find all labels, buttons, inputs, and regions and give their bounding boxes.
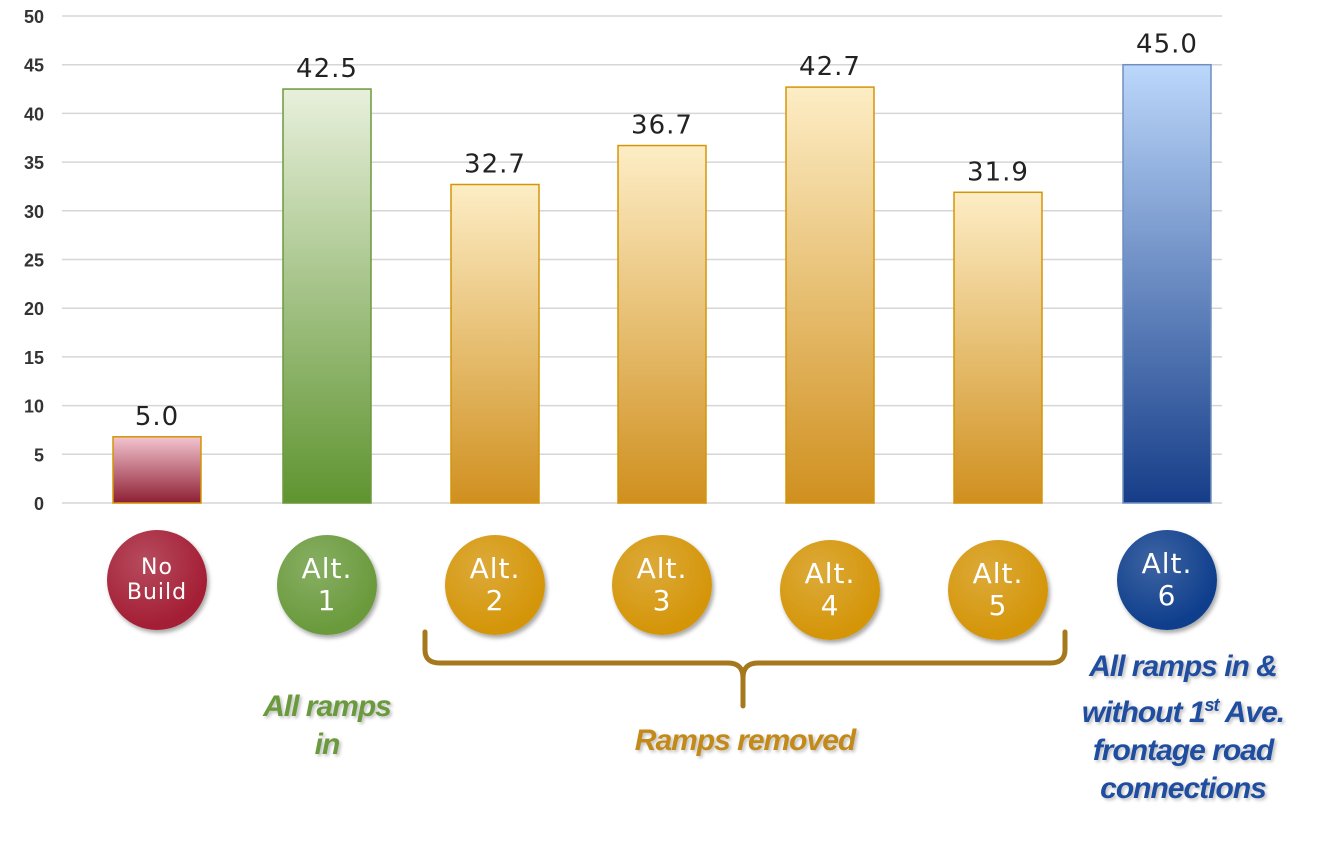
- alt6-annotation-line4: connections: [1100, 772, 1267, 805]
- data-label: 5.0: [135, 402, 179, 432]
- y-tick-label: 50: [24, 7, 44, 27]
- data-label: 42.5: [296, 54, 358, 84]
- bar-alt-6: [1122, 63, 1212, 504]
- data-label: 42.7: [799, 52, 861, 82]
- alt6-annotation-line1: All ramps in &: [1089, 650, 1278, 683]
- category-badge: No Build: [107, 530, 207, 630]
- y-tick-label: 40: [24, 104, 44, 124]
- bar-alt-4: [785, 86, 875, 504]
- ramps-removed-annotation: Ramps removed: [560, 722, 930, 760]
- data-labels: 5.0 42.5 32.7 36.7 42.7 31.9 45.0: [135, 30, 1198, 432]
- alt6-line2-post: Ave.: [1218, 696, 1285, 729]
- category-badge-line1: Alt.: [469, 551, 521, 585]
- category-badge-line1: Alt.: [1141, 546, 1193, 580]
- category-badge: Alt. 1: [277, 535, 377, 635]
- category-badge-line2: Build: [126, 580, 188, 605]
- y-tick-label: 0: [34, 494, 44, 514]
- category-badge-line1: Alt.: [301, 551, 353, 585]
- category-badge-line2: 4: [820, 589, 840, 622]
- category-badge-line2: 5: [988, 589, 1008, 622]
- category-badge-line2: 2: [485, 584, 505, 617]
- alt6-line2-sup: st: [1204, 695, 1220, 715]
- y-tick-label: 30: [24, 202, 44, 222]
- category-badge: Alt. 3: [612, 535, 712, 635]
- y-tick-label: 25: [24, 251, 44, 271]
- category-badge-line2: 1: [317, 584, 337, 617]
- data-label: 36.7: [631, 111, 693, 141]
- y-axis-tick-labels: 0 5 10 15 20 25 30 35 40 45 50: [24, 7, 44, 514]
- category-badge-line1: Alt.: [636, 551, 688, 585]
- ramps-removed-text: Ramps removed: [634, 724, 856, 757]
- category-badge: Alt. 6: [1117, 530, 1217, 630]
- data-label: 31.9: [967, 157, 1029, 187]
- category-badge: Alt. 4: [780, 540, 880, 640]
- category-badge: Alt. 5: [948, 540, 1048, 640]
- category-badge: Alt. 2: [445, 535, 545, 635]
- bar-alt-1: [282, 88, 372, 504]
- alt6-line2-pre: without 1: [1081, 696, 1206, 729]
- y-tick-label: 10: [24, 397, 44, 417]
- ramps-removed-brace: [422, 629, 1068, 709]
- y-tick-label: 35: [24, 153, 44, 173]
- y-tick-label: 15: [24, 348, 44, 368]
- alt6-annotation-line2: without 1st Ave.: [1048, 686, 1318, 732]
- category-badge-line2: 3: [652, 584, 672, 617]
- category-badge-line1: Alt.: [804, 556, 856, 590]
- bars: [112, 63, 1212, 504]
- y-tick-label: 45: [24, 56, 44, 76]
- category-badge-line2: 6: [1157, 579, 1177, 612]
- bar-no-build: [112, 436, 202, 504]
- data-label: 32.7: [464, 150, 526, 180]
- y-tick-label: 20: [24, 299, 44, 319]
- alt1-annotation: All ramps in: [222, 688, 432, 764]
- alt6-annotation-line3: frontage road: [1092, 734, 1274, 767]
- alt1-annotation-line2: in: [314, 728, 341, 761]
- data-label: 45.0: [1136, 30, 1198, 60]
- y-tick-label: 5: [34, 445, 44, 465]
- alt6-annotation: All ramps in & without 1st Ave. frontage…: [1048, 648, 1318, 808]
- category-badge-line1: No: [141, 554, 173, 580]
- bar-alt-2: [450, 183, 540, 504]
- bar-alt-5: [953, 191, 1043, 504]
- alt1-annotation-line1: All ramps: [263, 690, 392, 723]
- bar-alt-3: [617, 144, 707, 504]
- category-badge-line1: Alt.: [972, 556, 1024, 590]
